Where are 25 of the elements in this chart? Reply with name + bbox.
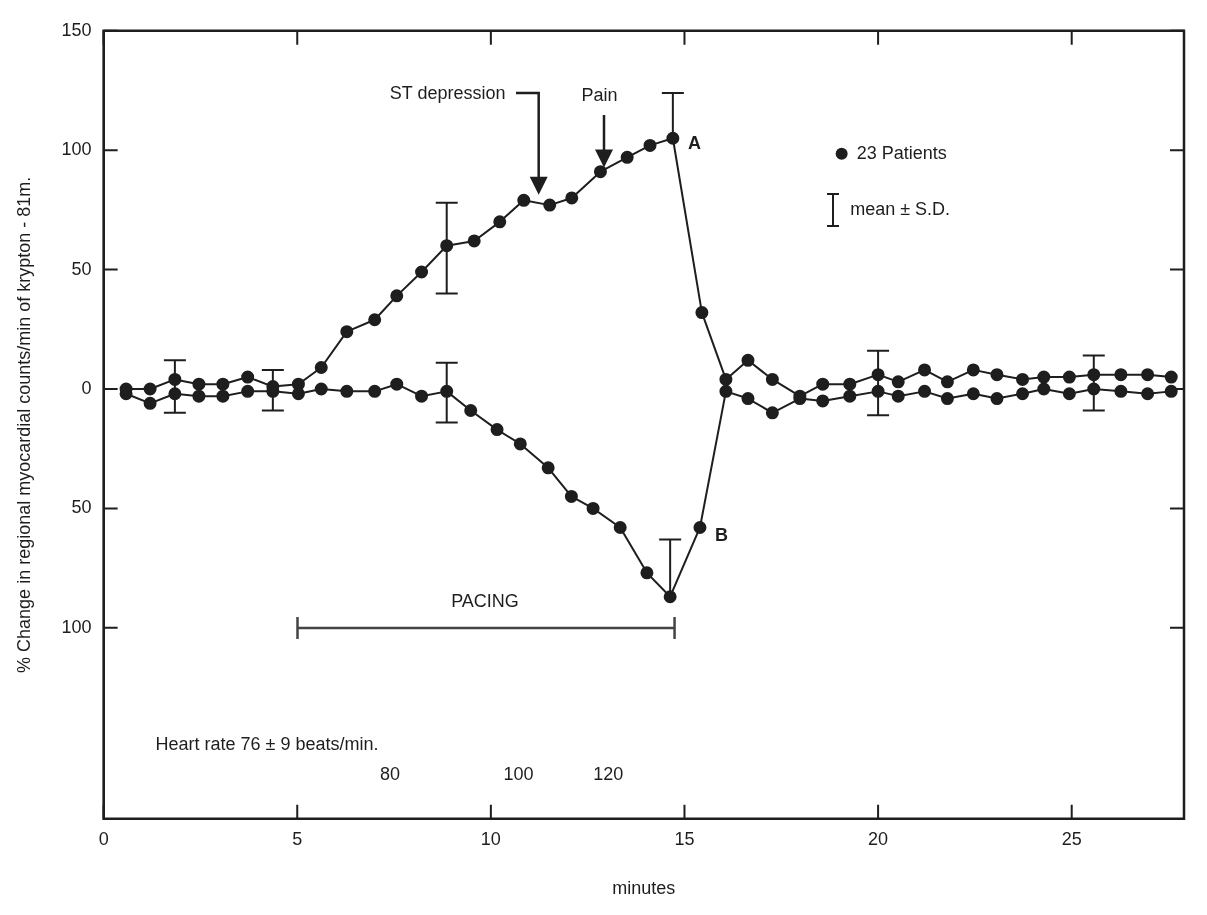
annotation: PACING	[451, 591, 519, 612]
y-tick-label: 50	[71, 258, 92, 279]
x-tick-label: 5	[292, 828, 303, 849]
annotation: 120	[593, 763, 624, 784]
x-tick-label: 0	[98, 828, 109, 849]
y-tick-label: 0	[81, 377, 92, 398]
y-tick-label: 150	[61, 19, 92, 40]
legend-label: 23 Patients	[856, 142, 947, 163]
y-axis-title: % Change in regional myocardial counts/min of krypton - 81m.	[13, 176, 34, 673]
annotation: Heart rate 76 ± 9 beats/min.	[155, 734, 379, 755]
x-axis-title: minutes	[612, 878, 676, 899]
annotation: mean ± S.D.	[850, 199, 951, 220]
annotation: B	[715, 524, 729, 545]
y-tick-label: 100	[61, 616, 92, 637]
annotation: 100	[503, 763, 534, 784]
y-tick-label: 100	[61, 139, 92, 160]
annotation: A	[688, 133, 702, 154]
annotation: 80	[379, 763, 400, 784]
annotation: ST depression	[389, 82, 506, 103]
x-tick-label: 25	[1061, 828, 1082, 849]
x-tick-label: 10	[480, 828, 501, 849]
y-tick-label: 50	[71, 497, 92, 518]
x-tick-label: 20	[868, 828, 889, 849]
x-tick-label: 15	[674, 828, 695, 849]
annotation: Pain	[581, 85, 618, 106]
